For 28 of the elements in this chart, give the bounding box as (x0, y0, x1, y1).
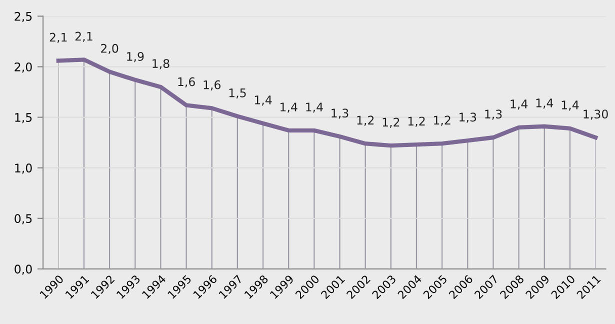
data-label: 1,4 (562, 100, 579, 111)
data-label: 1,9 (127, 52, 144, 62)
data-label: 1,3 (332, 108, 348, 119)
data-label: 1,4 (306, 102, 323, 113)
data-label: 1,5 (229, 88, 246, 99)
data-label: 1,4 (254, 96, 272, 106)
data-label: 1,2 (434, 116, 450, 126)
data-label: 1,30 (584, 110, 608, 120)
data-label: 2,0 (101, 44, 118, 54)
data-label: 1,4 (510, 100, 528, 110)
data-label: 2,1 (50, 32, 67, 43)
y-tick-label: 0,0 (14, 264, 32, 275)
y-tick-label: 1,5 (15, 113, 32, 124)
data-label: 1,3 (460, 112, 476, 123)
data-label: 2,1 (75, 32, 92, 42)
data-label: 1,8 (152, 59, 170, 70)
y-tick-label: 1,0 (15, 164, 32, 174)
data-label: 1,2 (382, 118, 400, 128)
data-label: 1,3 (485, 110, 502, 120)
data-label: 1,4 (280, 102, 298, 113)
y-tick-label: 2,0 (14, 62, 32, 73)
data-label: 1,2 (408, 116, 425, 127)
data-label: 1,6 (178, 77, 195, 88)
y-tick-label: 0,5 (14, 214, 32, 224)
data-label: 1,2 (357, 116, 374, 126)
data-label: 1,6 (204, 80, 221, 90)
y-tick-label: 2,5 (14, 12, 32, 22)
data-label: 1,4 (536, 98, 554, 109)
